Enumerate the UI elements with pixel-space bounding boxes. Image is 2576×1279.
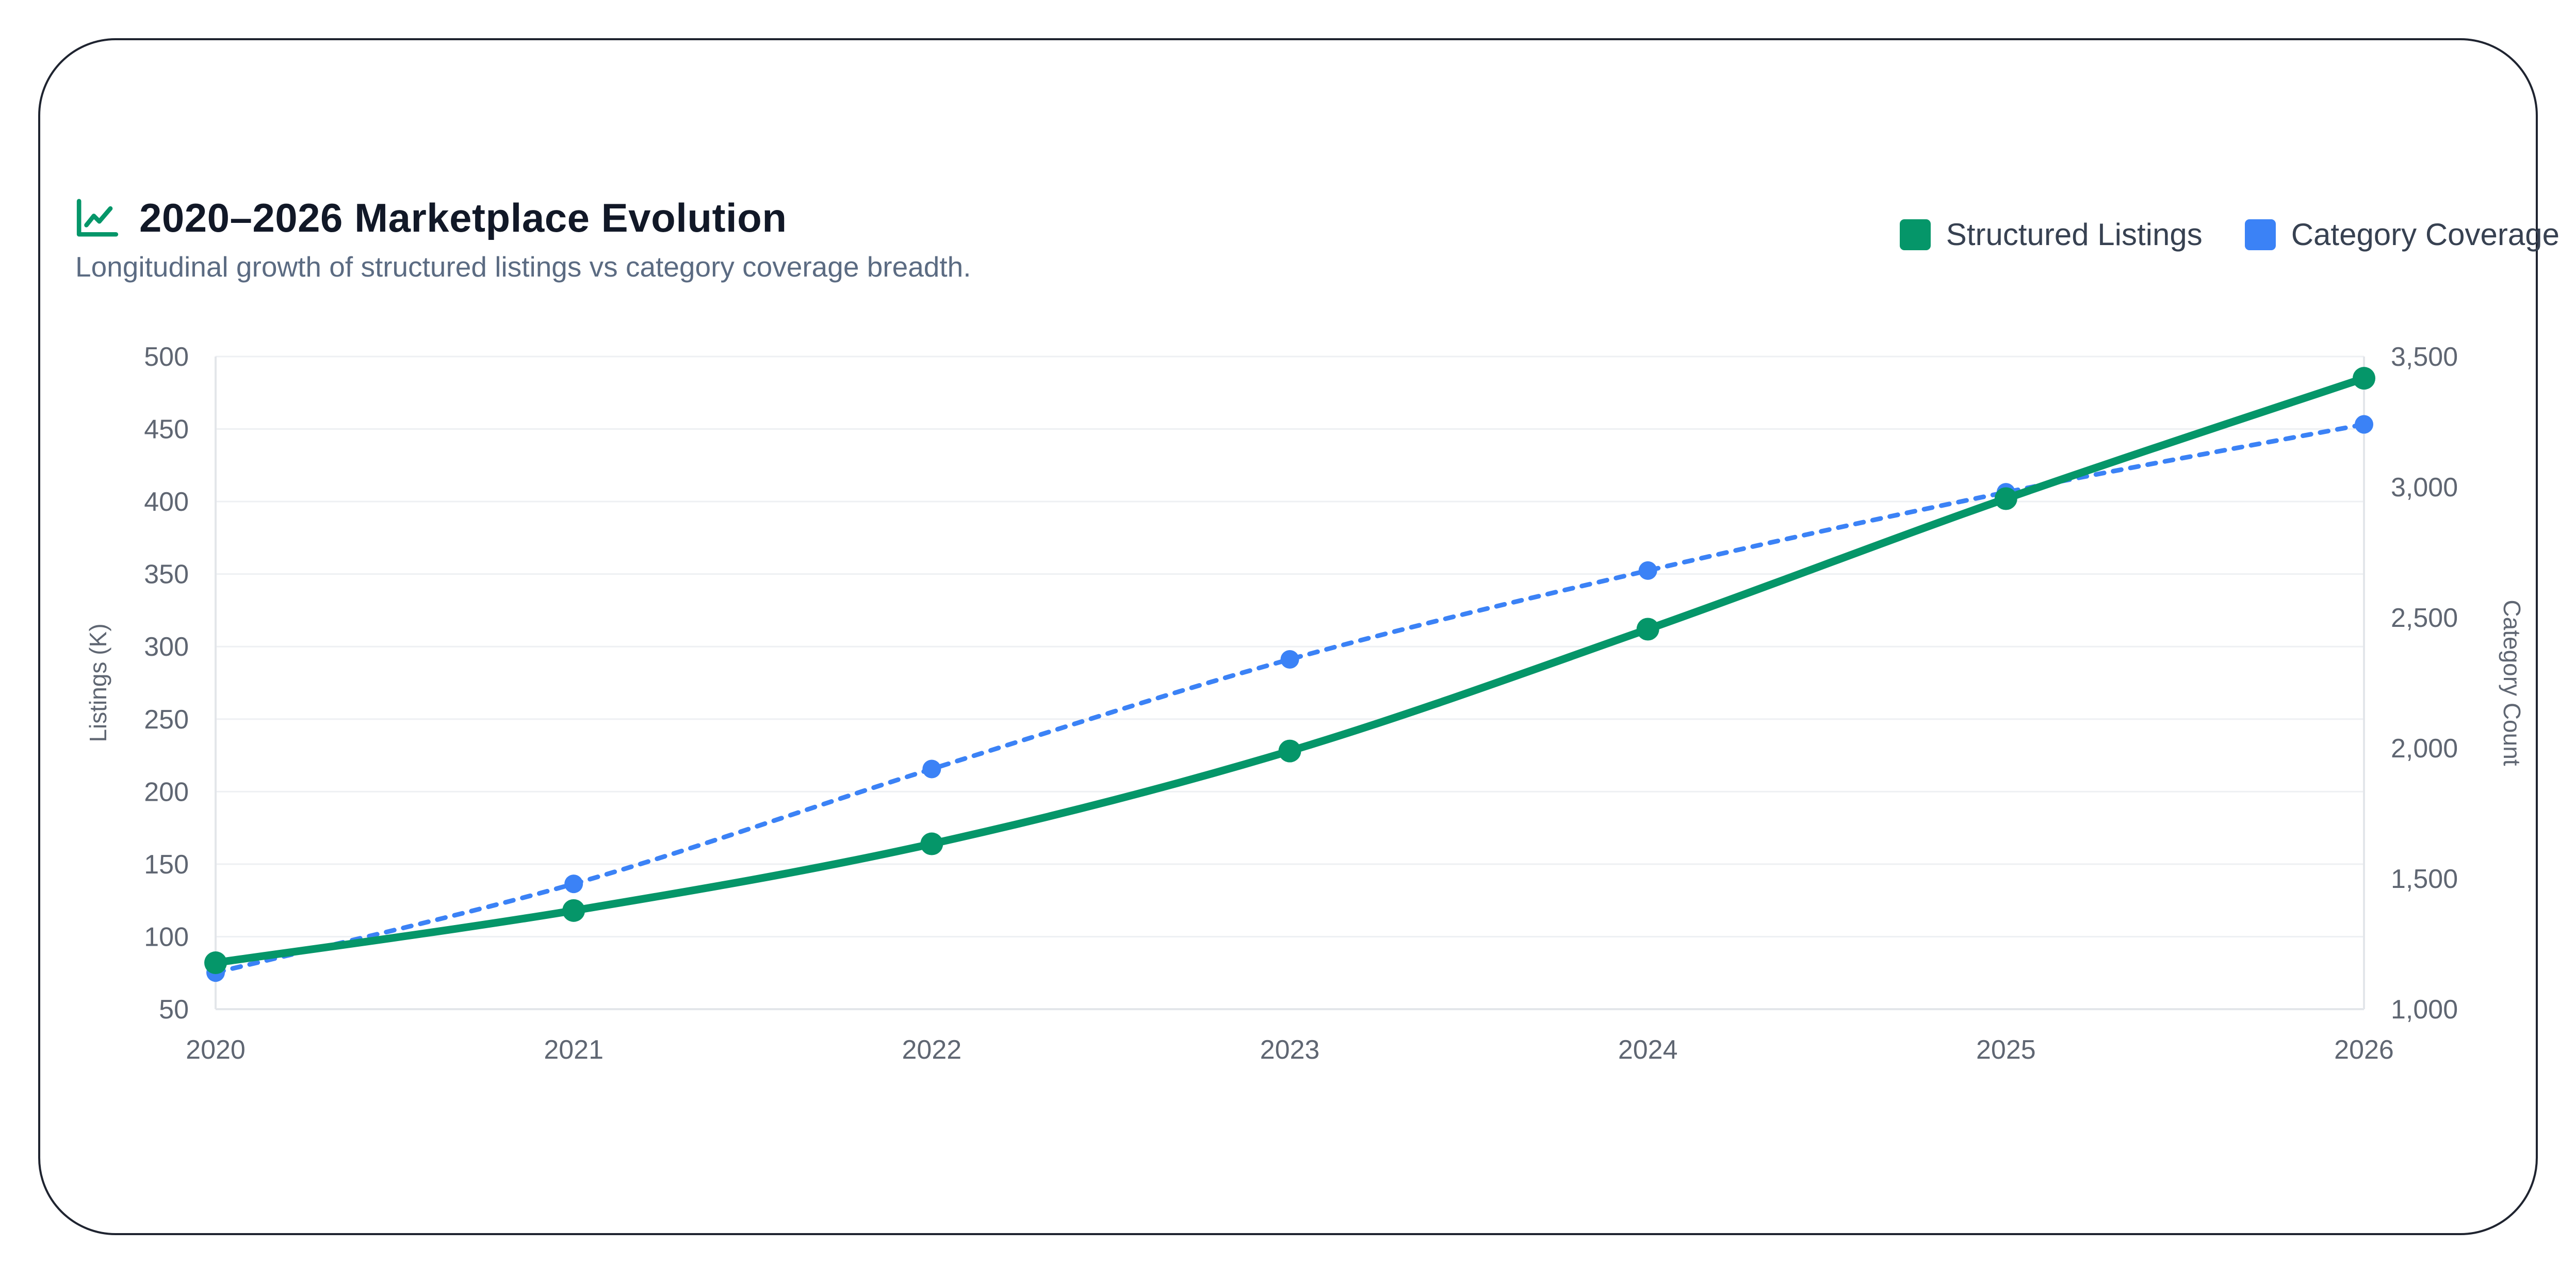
data-point-structured-listings (2353, 367, 2375, 390)
y-right-tick-label: 2,500 (2391, 603, 2458, 633)
y-right-axis-label: Category Count (2499, 600, 2525, 766)
trend-chart-icon (76, 199, 119, 237)
x-tick-label: 2020 (186, 1035, 246, 1065)
y-right-tick-label: 2,000 (2391, 734, 2458, 764)
data-point-category-coverage (922, 759, 941, 779)
x-tick-label: 2025 (1976, 1035, 2036, 1065)
y-right-tick-label: 3,000 (2391, 473, 2458, 503)
y-left-tick-label: 200 (144, 777, 189, 807)
data-point-structured-listings (920, 832, 943, 855)
y-left-tick-label: 500 (144, 342, 189, 372)
data-point-structured-listings (1636, 618, 1659, 641)
legend: Structured Listings Category Coverage (1857, 217, 2559, 252)
series-line-category-coverage (213, 422, 2367, 975)
title-row: 2020–2026 Marketplace Evolution (75, 192, 787, 244)
y-left-tick-label: 100 (144, 922, 189, 952)
x-tick-label: 2024 (1618, 1035, 1678, 1065)
series-line-structured-listings (211, 374, 2368, 967)
series-layer (204, 367, 2375, 982)
data-point-category-coverage (1280, 650, 1299, 669)
x-tick-label: 2026 (2334, 1035, 2394, 1065)
legend-swatch-category-coverage (2244, 219, 2276, 250)
data-point-structured-listings (1278, 739, 1301, 763)
data-point-structured-listings (204, 951, 227, 975)
data-point-category-coverage (564, 875, 583, 894)
y-right-tick-label: 3,500 (2391, 342, 2458, 372)
x-ticks: 2020 2021 2022 2023 2024 2025 2026 (186, 1035, 2394, 1065)
data-point-structured-listings (1994, 487, 2017, 510)
legend-label-category-coverage: Category Coverage (2291, 217, 2559, 252)
legend-item-category-coverage[interactable]: Category Coverage (2244, 217, 2559, 252)
grid-lines (216, 355, 2364, 1010)
data-point-category-coverage (1638, 561, 1657, 580)
y-left-tick-label: 450 (144, 415, 189, 445)
y-left-tick-label: 150 (144, 850, 189, 880)
y-left-tick-label: 250 (144, 705, 189, 735)
y-left-tick-label: 350 (144, 560, 189, 590)
y-right-tick-label: 1,500 (2391, 864, 2458, 894)
y-left-tick-label: 300 (144, 632, 189, 662)
legend-label-structured-listings: Structured Listings (1946, 217, 2203, 252)
y-left-axis-label: Listings (K) (85, 623, 111, 742)
data-point-category-coverage (2355, 415, 2373, 434)
chart-subtitle: Longitudinal growth of structured listin… (75, 251, 971, 283)
data-point-structured-listings (562, 899, 585, 922)
x-tick-label: 2023 (1260, 1035, 1320, 1065)
y-left-tick-label: 50 (159, 995, 189, 1025)
chart-card (38, 38, 2538, 1235)
y-left-ticks: 50 100 150 200 250 300 350 400 450 500 (144, 342, 189, 1025)
y-left-tick-label: 400 (144, 487, 189, 517)
y-right-ticks: 1,000 1,500 2,000 2,500 3,000 3,500 (2391, 342, 2458, 1025)
legend-swatch-structured-listings (1899, 219, 1931, 250)
y-right-tick-label: 1,000 (2391, 995, 2458, 1025)
legend-item-structured-listings[interactable]: Structured Listings (1899, 217, 2203, 252)
x-tick-label: 2021 (544, 1035, 604, 1065)
x-tick-label: 2022 (902, 1035, 961, 1065)
chart-title: 2020–2026 Marketplace Evolution (139, 195, 787, 240)
axes (215, 357, 2365, 1010)
